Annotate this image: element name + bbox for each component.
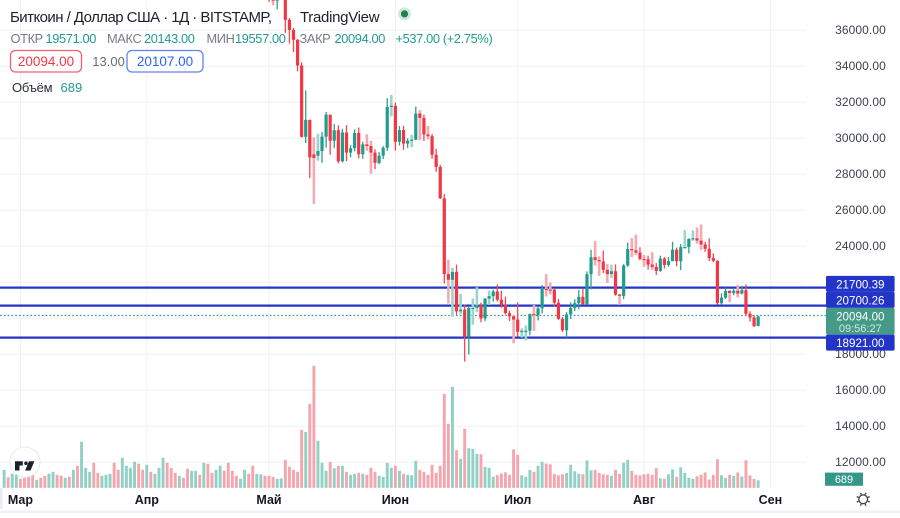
svg-text:34000.00: 34000.00 xyxy=(835,59,886,73)
svg-text:20143.00: 20143.00 xyxy=(144,31,195,46)
svg-text:21700.39: 21700.39 xyxy=(836,278,884,291)
svg-text:18000.00: 18000.00 xyxy=(835,347,886,361)
svg-text:18921.00: 18921.00 xyxy=(836,337,884,350)
svg-text:20107.00: 20107.00 xyxy=(137,54,193,69)
svg-text:Объём: Объём xyxy=(12,80,53,95)
svg-text:Июн: Июн xyxy=(382,493,409,507)
svg-text:689: 689 xyxy=(835,474,853,486)
svg-text:16000.00: 16000.00 xyxy=(835,383,886,397)
svg-text:32000.00: 32000.00 xyxy=(835,95,886,109)
svg-text:Мар: Мар xyxy=(8,493,34,507)
svg-text:Сен: Сен xyxy=(759,493,783,507)
svg-text:689: 689 xyxy=(61,80,83,95)
svg-text:19571.00: 19571.00 xyxy=(46,31,97,46)
svg-text:19557.00: 19557.00 xyxy=(235,31,286,46)
svg-text:Май: Май xyxy=(256,493,281,507)
svg-text:20700.26: 20700.26 xyxy=(836,294,884,307)
svg-text:ЗАКР: ЗАКР xyxy=(300,31,331,46)
svg-text:TradingView: TradingView xyxy=(300,9,380,26)
svg-text:26000.00: 26000.00 xyxy=(835,203,886,217)
svg-text:20094.00: 20094.00 xyxy=(18,54,74,69)
svg-text:Апр: Апр xyxy=(135,493,160,507)
svg-text:30000.00: 30000.00 xyxy=(835,131,886,145)
svg-text:28000.00: 28000.00 xyxy=(835,167,886,181)
svg-text:12000.00: 12000.00 xyxy=(835,455,886,469)
svg-text:24000.00: 24000.00 xyxy=(835,239,886,253)
svg-text:20094.00: 20094.00 xyxy=(836,311,884,324)
svg-text:МИН: МИН xyxy=(207,31,235,46)
svg-text:+537.00 (+2.75%): +537.00 (+2.75%) xyxy=(396,31,493,46)
svg-text:09:56:27: 09:56:27 xyxy=(839,323,882,335)
svg-text:20094.00: 20094.00 xyxy=(335,31,386,46)
svg-text:14000.00: 14000.00 xyxy=(835,419,886,433)
svg-text:13.00: 13.00 xyxy=(92,54,125,69)
svg-text:ОТКР: ОТКР xyxy=(11,31,43,46)
svg-text:Биткоин / Доллар США · 1Д · BI: Биткоин / Доллар США · 1Д · BITSTAMP, xyxy=(10,9,272,26)
svg-text:Авг: Авг xyxy=(633,493,655,507)
svg-text:МАКС: МАКС xyxy=(107,31,141,46)
svg-text:36000.00: 36000.00 xyxy=(835,23,886,37)
svg-text:Июл: Июл xyxy=(504,493,531,507)
